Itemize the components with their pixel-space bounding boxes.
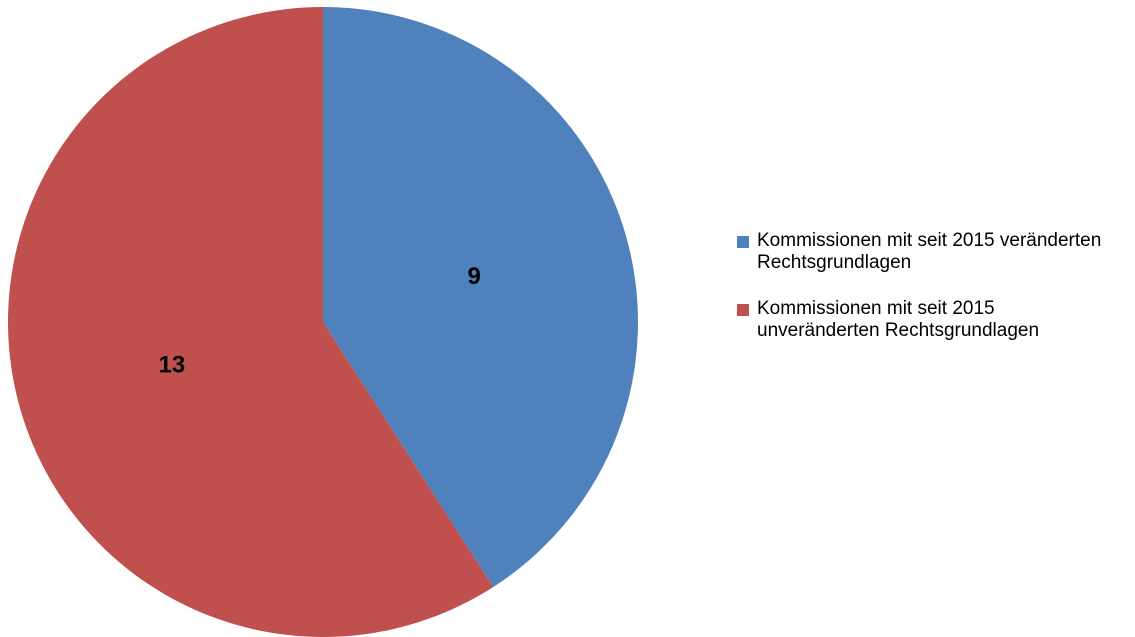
data-label: 9 xyxy=(467,263,480,290)
legend-label: Kommissionen mit seit 2015 unveränderten… xyxy=(757,298,1040,341)
legend-item: Kommissionen mit seit 2015 veränderten R… xyxy=(737,230,1117,274)
data-label: 13 xyxy=(159,352,186,379)
legend-swatch xyxy=(737,236,749,248)
legend: Kommissionen mit seit 2015 veränderten R… xyxy=(737,230,1117,366)
legend-swatch xyxy=(737,304,749,316)
legend-item: Kommissionen mit seit 2015 unveränderten… xyxy=(737,298,1117,342)
legend-label: Kommissionen mit seit 2015 veränderten R… xyxy=(757,230,1102,273)
pie-slice xyxy=(323,7,638,587)
pie-slice xyxy=(8,7,494,637)
